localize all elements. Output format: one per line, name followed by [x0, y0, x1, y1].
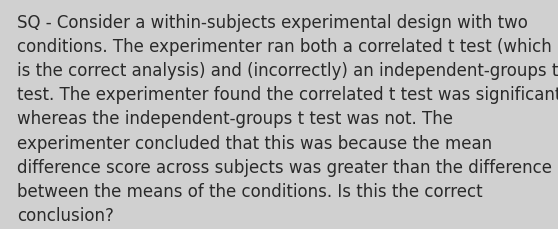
Text: conditions. The experimenter ran both a correlated t test (which: conditions. The experimenter ran both a … [17, 38, 551, 56]
Text: test. The experimenter found the correlated t test was significant: test. The experimenter found the correla… [17, 86, 558, 104]
Text: SQ - Consider a within-subjects experimental design with two: SQ - Consider a within-subjects experime… [17, 14, 528, 32]
Text: between the means of the conditions. Is this the correct: between the means of the conditions. Is … [17, 182, 482, 200]
Text: experimenter concluded that this was because the mean: experimenter concluded that this was bec… [17, 134, 492, 152]
Text: difference score across subjects was greater than the difference: difference score across subjects was gre… [17, 158, 552, 176]
Text: is the correct analysis) and (incorrectly) an independent-groups t: is the correct analysis) and (incorrectl… [17, 62, 558, 80]
Text: whereas the independent-groups t test was not. The: whereas the independent-groups t test wa… [17, 110, 453, 128]
Text: conclusion?: conclusion? [17, 206, 114, 224]
